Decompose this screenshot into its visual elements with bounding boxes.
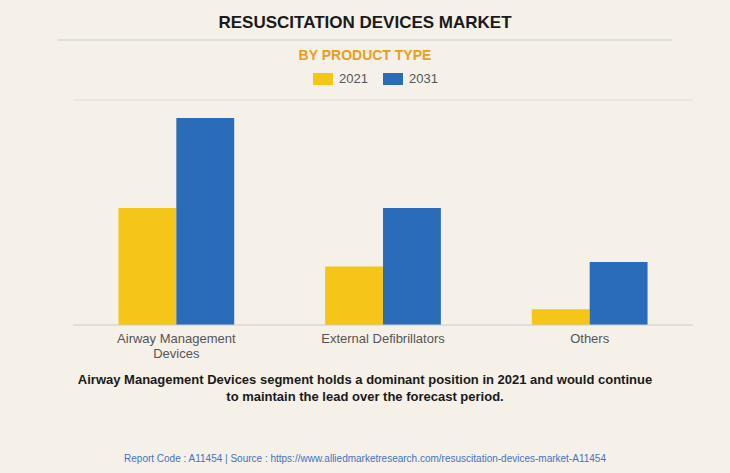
- subtitle: BY PRODUCT TYPE: [299, 47, 432, 63]
- x-axis-line: [73, 325, 693, 326]
- range-top-line: [73, 100, 693, 101]
- bar: [176, 118, 234, 325]
- text-line: to maintain the lead over the forecast p…: [226, 389, 503, 404]
- bar: [325, 267, 383, 326]
- x-tick-label: Airway ManagementDevices: [117, 331, 236, 361]
- legend-swatch: [313, 73, 333, 85]
- text-line: Devices: [153, 346, 200, 361]
- background: [0, 0, 730, 473]
- legend: 2021 2031: [313, 71, 438, 86]
- legend-label: 2021: [339, 71, 368, 86]
- footer: Report Code : A11454 | Source : https://…: [124, 453, 606, 464]
- legend-swatch: [383, 73, 403, 85]
- chart-container: RESUSCITATION DEVICES MARKET BY PRODUCT T…: [0, 0, 730, 473]
- chart-svg: RESUSCITATION DEVICES MARKET BY PRODUCT T…: [0, 0, 730, 473]
- bar: [383, 208, 441, 325]
- text-line: Airway Management: [117, 331, 236, 346]
- legend-label: 2031: [409, 71, 438, 86]
- bar: [532, 309, 590, 325]
- x-tick-label: Others: [570, 331, 610, 346]
- text-line: Others: [570, 331, 610, 346]
- bars: [118, 118, 647, 325]
- x-tick-label: External Defibrillators: [321, 331, 445, 346]
- text-line: Airway Management Devices segment holds …: [78, 372, 652, 387]
- bar: [118, 208, 176, 325]
- title-rule: [58, 40, 672, 41]
- title: RESUSCITATION DEVICES MARKET: [218, 13, 512, 32]
- text-line: External Defibrillators: [321, 331, 445, 346]
- annotation: Airway Management Devices segment holds …: [78, 372, 652, 404]
- bar: [590, 262, 648, 325]
